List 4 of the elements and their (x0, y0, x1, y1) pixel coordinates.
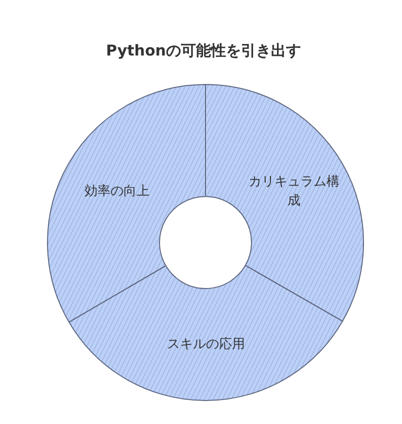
slice-label: 効率の向上 (84, 183, 150, 200)
slice-label: カリキュラム構成 (248, 174, 340, 208)
chart-title: Pythonの可能性を引き出す (106, 42, 301, 60)
slice-label: スキルの応用 (166, 336, 245, 352)
